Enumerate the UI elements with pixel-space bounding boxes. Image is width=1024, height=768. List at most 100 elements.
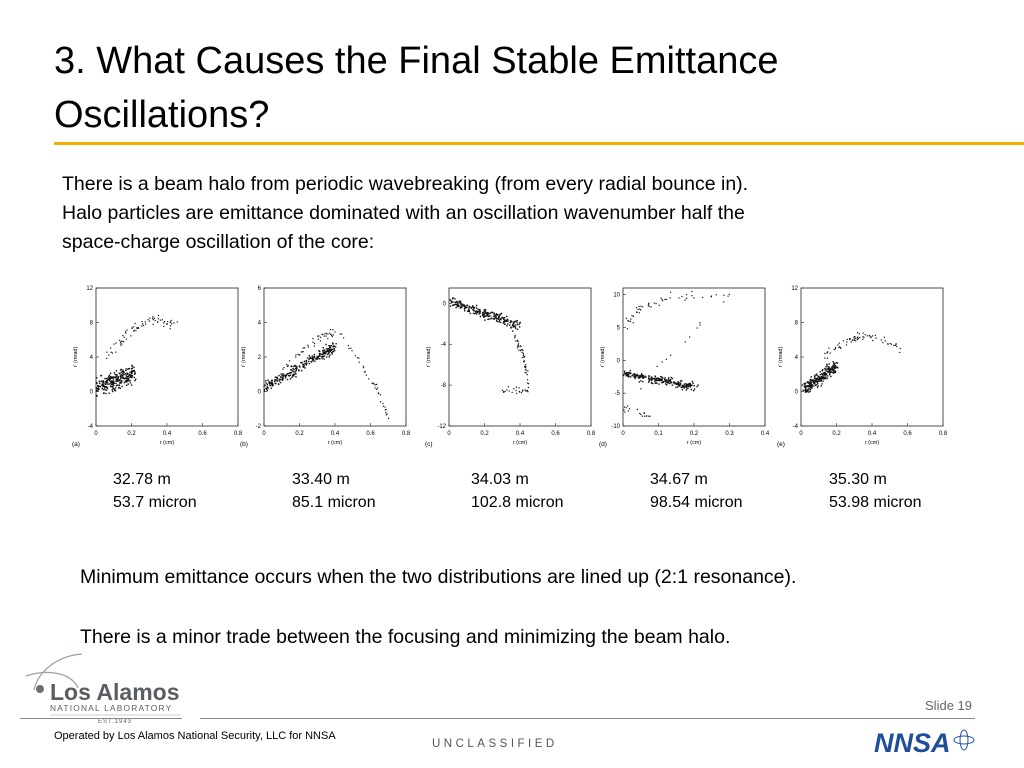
halo-point (866, 335, 868, 337)
core-point (814, 384, 817, 387)
core-point (807, 385, 809, 388)
core-point (513, 325, 516, 327)
halo-point (312, 338, 314, 340)
halo-point (365, 374, 367, 376)
halo-point (627, 405, 629, 407)
core-point (323, 351, 325, 354)
core-point (475, 304, 478, 307)
core-point (124, 380, 127, 382)
core-point (483, 313, 485, 316)
halo-point (875, 337, 877, 339)
core-point (312, 360, 314, 362)
halo-point (121, 343, 123, 345)
halo-point (838, 342, 840, 344)
core-point (117, 376, 119, 378)
halo-point (681, 295, 683, 298)
halo-point (521, 356, 524, 359)
core-point (638, 381, 640, 383)
halo-point (894, 344, 897, 347)
core-point (477, 310, 479, 313)
core-point (685, 386, 688, 388)
halo-point (170, 321, 172, 323)
halo-point (661, 361, 663, 363)
halo-point (517, 341, 519, 343)
core-point (125, 381, 127, 383)
core-point (123, 381, 126, 384)
core-point (119, 382, 121, 384)
halo-point (163, 325, 165, 328)
core-point (108, 392, 110, 394)
core-point (266, 387, 269, 389)
core-point (111, 380, 113, 382)
halo-point (639, 412, 641, 415)
core-point (303, 360, 306, 363)
core-point (806, 381, 809, 383)
core-point (831, 371, 833, 374)
halo-point (723, 301, 725, 303)
halo-point (135, 327, 138, 329)
core-point (809, 386, 812, 388)
core-point (682, 386, 684, 388)
core-point (333, 347, 335, 350)
core-point (291, 376, 293, 379)
core-point (106, 382, 109, 384)
core-point (802, 389, 804, 392)
core-point (636, 373, 638, 376)
core-point (315, 357, 318, 359)
core-point (455, 306, 457, 309)
core-point (108, 379, 110, 381)
caption-emittance: 102.8 micron (471, 494, 564, 511)
core-point (804, 391, 807, 393)
core-point (290, 371, 293, 374)
core-point (119, 378, 121, 381)
core-point (121, 375, 123, 377)
plot-d: 0 0.1 0.2 0.3 0.4 10 5 0 -5 -10 r (cm) r' (mrad) (d) (597, 280, 772, 460)
halo-point (161, 319, 164, 321)
x-tick-label: 0.4 (331, 431, 340, 437)
core-point (460, 304, 462, 306)
halo-point (132, 326, 134, 328)
core-point (119, 387, 121, 389)
halo-point (519, 391, 521, 393)
core-point (659, 379, 661, 382)
core-point (483, 308, 486, 311)
core-point (278, 378, 281, 380)
halo-point (514, 337, 516, 339)
core-point (654, 382, 656, 384)
core-point (472, 305, 474, 307)
x-tick-label: 0.4 (868, 431, 877, 437)
y-tick-label: -5 (615, 391, 621, 397)
plot-frame (622, 287, 766, 427)
core-point (516, 328, 519, 331)
core-point (454, 301, 456, 304)
core-point (285, 374, 288, 377)
core-point (482, 311, 484, 314)
core-point (111, 385, 113, 388)
halo-point (119, 339, 121, 341)
core-point (311, 355, 313, 357)
y-axis-label: r' (mrad) (600, 347, 606, 368)
core-point (821, 373, 823, 375)
core-point (131, 374, 134, 377)
halo-point (849, 338, 851, 340)
core-point (265, 382, 267, 384)
core-point (308, 354, 310, 357)
x-tick-label: 0.2 (690, 431, 699, 437)
halo-point (522, 389, 524, 391)
halo-point (640, 388, 642, 390)
core-point (110, 377, 113, 379)
core-point (114, 389, 116, 392)
core-point (652, 378, 655, 380)
core-point (108, 375, 110, 378)
core-point (503, 318, 505, 321)
core-point (693, 384, 695, 387)
halo-point (669, 291, 672, 293)
core-point (266, 383, 268, 385)
core-point (504, 319, 506, 322)
core-point (327, 349, 329, 351)
core-point (810, 385, 813, 388)
core-point (329, 350, 331, 352)
halo-point (838, 346, 840, 349)
core-point (332, 346, 334, 348)
core-point (114, 373, 116, 376)
